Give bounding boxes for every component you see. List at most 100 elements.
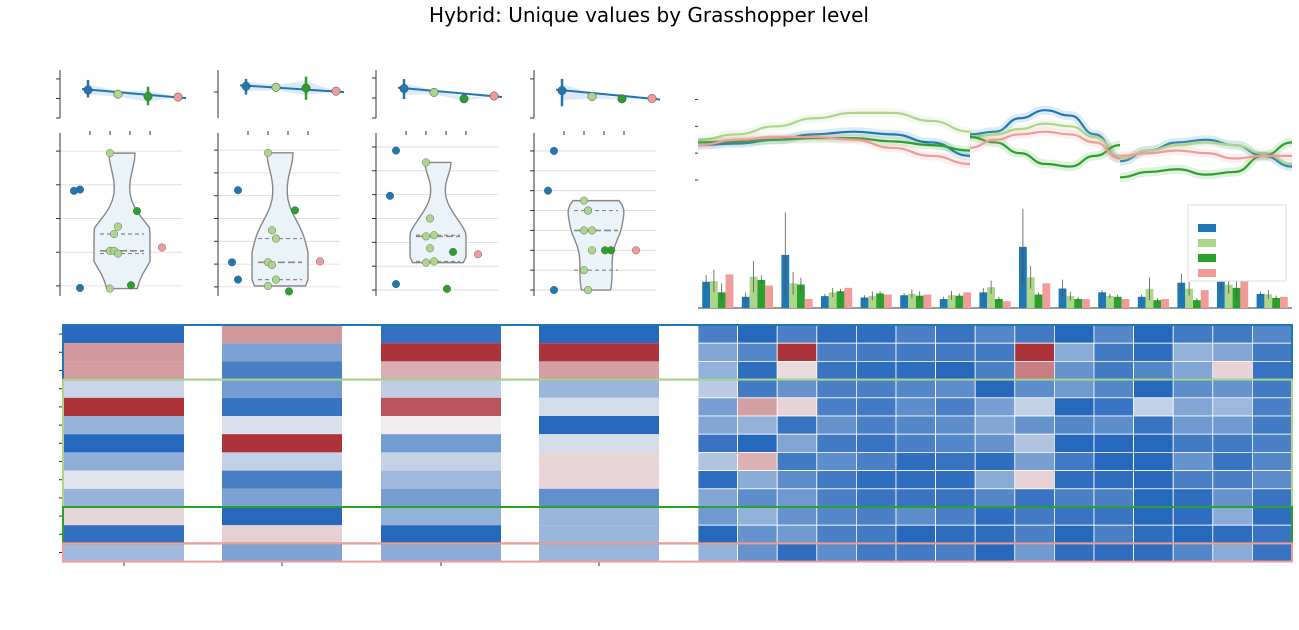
param-cell — [816, 324, 857, 344]
group-outline — [62, 542, 1293, 563]
series-line — [1119, 149, 1292, 160]
mean-point — [647, 94, 657, 103]
data-point — [426, 214, 435, 223]
param-cell — [895, 470, 936, 490]
param-cell — [1054, 433, 1095, 453]
data-point — [588, 246, 597, 255]
bar — [828, 292, 837, 308]
param-cell — [1133, 506, 1174, 526]
param-cell — [895, 506, 936, 526]
pointplot-panel — [214, 70, 345, 118]
bar — [947, 295, 956, 308]
heatmap-cell — [222, 470, 342, 489]
data-point — [113, 249, 122, 258]
param-cell — [1014, 397, 1055, 417]
mean-point — [173, 92, 183, 102]
param-cell — [776, 379, 818, 399]
param-cell — [697, 360, 738, 380]
param-cell — [1093, 506, 1134, 526]
heatmap-cell — [539, 343, 659, 362]
param-cell — [895, 543, 936, 563]
param-cell — [1093, 543, 1134, 563]
param-cell — [1252, 524, 1293, 544]
heatmap-cell — [64, 470, 184, 489]
param-cell — [1054, 488, 1095, 508]
data-point — [268, 226, 277, 235]
figure-title: Hybrid: Unique values by Grasshopper lev… — [429, 3, 869, 27]
data-point — [443, 284, 452, 293]
regression-line — [81, 88, 187, 100]
param-cell — [974, 506, 1016, 526]
data-point — [272, 275, 281, 284]
mean-point — [83, 85, 93, 95]
param-cell — [1212, 379, 1253, 399]
param-cell — [1133, 342, 1174, 362]
param-cell — [1093, 451, 1134, 471]
param-cell — [1093, 433, 1134, 453]
bar — [710, 281, 718, 308]
bar — [765, 285, 773, 308]
heatmap-cell — [381, 379, 501, 398]
data-point — [550, 286, 559, 295]
data-point — [632, 246, 641, 255]
bar — [955, 295, 964, 308]
bar — [1177, 282, 1186, 308]
regression-band — [562, 83, 652, 101]
param-cell — [776, 543, 818, 563]
violin-body — [93, 152, 151, 290]
param-cell — [1252, 379, 1293, 399]
param-cell — [816, 360, 857, 380]
heatmap-cell — [64, 325, 184, 344]
param-cell — [1093, 397, 1134, 417]
param-cell — [816, 451, 857, 471]
bar — [1193, 300, 1201, 308]
param-cell — [737, 360, 778, 380]
param-cell — [856, 488, 897, 508]
heatmap-cell — [222, 543, 342, 562]
param-cell — [1014, 488, 1055, 508]
data-point — [386, 191, 395, 200]
bar — [1153, 300, 1162, 308]
bar — [868, 295, 877, 308]
param-cell — [1133, 543, 1174, 563]
param-cell — [1093, 324, 1134, 344]
param-cell — [1252, 470, 1293, 490]
param-cell — [697, 415, 738, 435]
data-point — [132, 207, 141, 216]
heatmap-cell — [381, 361, 501, 380]
param-cell — [1093, 415, 1134, 435]
param-cell — [697, 324, 738, 344]
param-cell — [1212, 342, 1253, 362]
heatmap-cell — [222, 434, 342, 453]
param-cell — [697, 379, 738, 399]
data-point — [584, 206, 593, 215]
param-cell — [737, 470, 778, 490]
param-cell — [1252, 397, 1293, 417]
mean-point — [459, 94, 469, 104]
data-point — [268, 261, 277, 270]
mean-point — [587, 92, 597, 101]
param-cell — [776, 360, 818, 380]
param-cell — [776, 433, 818, 453]
param-cell — [1172, 488, 1214, 508]
data-point — [105, 284, 114, 293]
series-line — [697, 135, 971, 165]
param-cell — [935, 324, 976, 344]
param-cell — [856, 360, 897, 380]
data-point — [580, 226, 589, 235]
series-line — [969, 135, 1121, 168]
heatmap-cell — [64, 525, 184, 544]
data-point — [233, 186, 242, 195]
data-point — [392, 146, 401, 155]
bar — [844, 287, 853, 308]
mean-point — [557, 86, 567, 96]
param-cell — [974, 360, 1016, 380]
param-cell — [1252, 543, 1293, 563]
param-cell — [816, 543, 857, 563]
bar — [1217, 281, 1225, 308]
heatmap-cell — [64, 397, 184, 416]
violin-panel — [530, 131, 656, 296]
series-line — [969, 130, 1121, 160]
param-cell — [737, 524, 778, 544]
param-cell — [1212, 433, 1253, 453]
